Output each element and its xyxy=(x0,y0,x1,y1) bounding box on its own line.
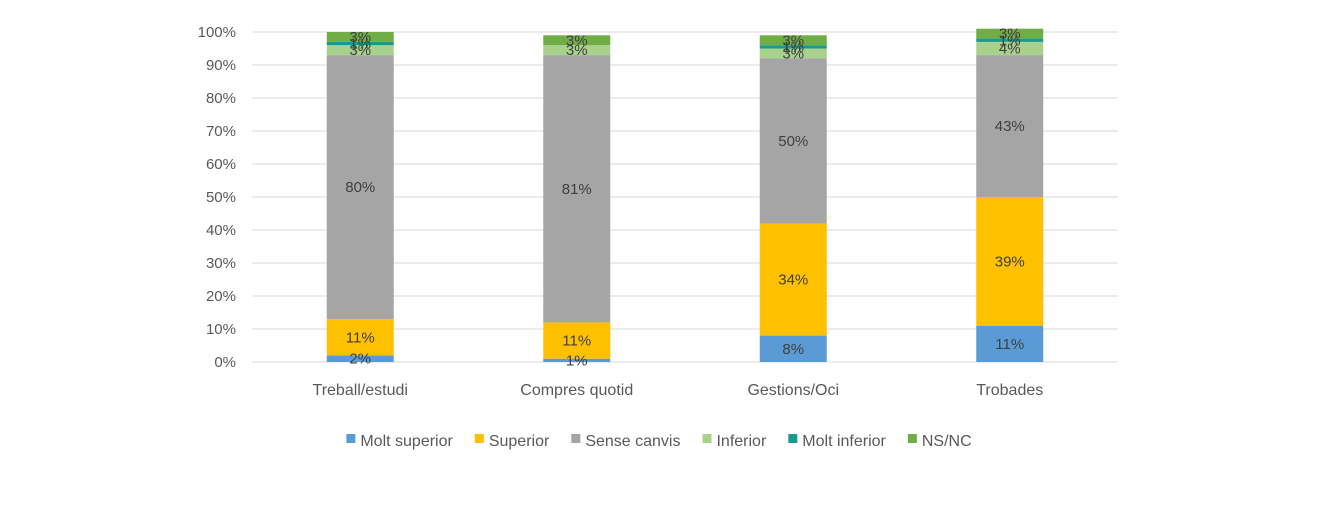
legend-item: Molt inferior xyxy=(788,433,887,450)
legend-swatch xyxy=(474,434,484,443)
data-label: 11% xyxy=(346,329,375,346)
y-tick-label: 100% xyxy=(198,24,236,41)
legend-label: Molt inferior xyxy=(802,433,886,450)
data-label: 4% xyxy=(999,41,1021,58)
data-label: 11% xyxy=(562,333,591,350)
bar-segment xyxy=(326,55,394,320)
legend-label: Inferior xyxy=(716,433,766,450)
bar-segment xyxy=(326,319,394,356)
bars xyxy=(326,28,1044,362)
data-label: 3% xyxy=(782,32,804,49)
y-tick-label: 50% xyxy=(206,189,236,206)
bar-segment xyxy=(326,45,394,56)
x-axis: Treball/estudi Compres quotid Gestions/Oci… xyxy=(313,382,1044,399)
data-label: 3% xyxy=(566,42,588,59)
legend-swatch xyxy=(346,434,356,443)
data-label: 1% xyxy=(782,39,804,56)
data-label: 43% xyxy=(995,118,1025,135)
data-label: 3% xyxy=(999,26,1021,43)
bar-segment xyxy=(543,55,611,323)
bar-segment xyxy=(326,41,394,46)
data-label: 50% xyxy=(778,133,808,150)
bar-segment xyxy=(976,197,1044,326)
bar-segment xyxy=(976,325,1044,362)
legend-swatch xyxy=(702,434,712,443)
bar-segment xyxy=(976,28,1044,39)
y-tick-label: 70% xyxy=(206,123,236,140)
bar-segment xyxy=(543,322,611,359)
data-label: 80% xyxy=(345,179,375,196)
data-label: 11% xyxy=(995,336,1024,353)
legend-label: Molt superior xyxy=(360,433,453,450)
y-tick-label: 30% xyxy=(206,255,236,272)
y-tick-label: 0% xyxy=(214,354,236,371)
bar-segment xyxy=(759,45,827,49)
data-label: 3% xyxy=(349,29,371,46)
legend-item: Superior xyxy=(474,433,550,450)
x-category-label: Gestions/Oci xyxy=(747,382,839,399)
data-label: 39% xyxy=(995,253,1025,270)
data-label: 1% xyxy=(999,32,1021,49)
data-label: 8% xyxy=(782,341,804,358)
data-label: 3% xyxy=(782,45,804,62)
legend-label: Sense canvis xyxy=(585,433,680,450)
legend: Molt superior Superior Sense canvis Inferio… xyxy=(346,433,972,450)
data-label: 1% xyxy=(566,352,588,369)
y-tick-label: 90% xyxy=(206,57,236,74)
data-label: 3% xyxy=(566,32,588,49)
legend-item: Sense canvis xyxy=(571,433,680,450)
y-tick-label: 10% xyxy=(206,321,236,338)
bar-segment xyxy=(759,335,827,362)
data-label: 2% xyxy=(349,351,371,368)
legend-swatch xyxy=(788,434,798,443)
bar-segment xyxy=(543,358,611,362)
y-axis-ticks: 0% 10% 20% 30% 40% 50% 60% 70% 80% 90% 100% xyxy=(198,24,236,371)
data-label: 81% xyxy=(562,181,592,198)
x-category-label: Treball/estudi xyxy=(313,382,408,399)
bar-segment xyxy=(759,223,827,336)
gridlines xyxy=(252,31,1118,363)
legend-item: Inferior xyxy=(702,433,767,450)
bar-segment xyxy=(976,41,1044,56)
legend-swatch xyxy=(907,434,917,443)
bar-segment xyxy=(759,48,827,59)
bar-segment xyxy=(976,38,1044,42)
legend-swatch xyxy=(571,434,581,443)
y-tick-label: 60% xyxy=(206,156,236,173)
data-label: 3% xyxy=(349,42,371,59)
legend-item: Molt superior xyxy=(346,433,454,450)
bar-segment xyxy=(976,55,1044,197)
x-category-label: Trobades xyxy=(976,382,1043,399)
y-tick-label: 40% xyxy=(206,222,236,239)
legend-item: NS/NC xyxy=(907,433,972,450)
legend-label: NS/NC xyxy=(922,433,972,450)
bar-segment xyxy=(326,32,394,42)
y-tick-label: 80% xyxy=(206,90,236,107)
bar-segment xyxy=(759,58,827,224)
bar-segment xyxy=(543,35,611,46)
legend-label: Superior xyxy=(489,433,550,450)
bar-segment xyxy=(759,35,827,46)
bar-segment xyxy=(326,355,394,362)
data-label: 34% xyxy=(778,272,808,289)
data-labels: 2%11%80%3%1%3%1%11%81%3%3%8%34%50%3%1%3%… xyxy=(345,26,1025,370)
y-tick-label: 20% xyxy=(206,288,236,305)
data-label: 1% xyxy=(349,36,371,53)
bar-segment xyxy=(543,45,611,56)
x-category-label: Compres quotid xyxy=(520,382,633,399)
